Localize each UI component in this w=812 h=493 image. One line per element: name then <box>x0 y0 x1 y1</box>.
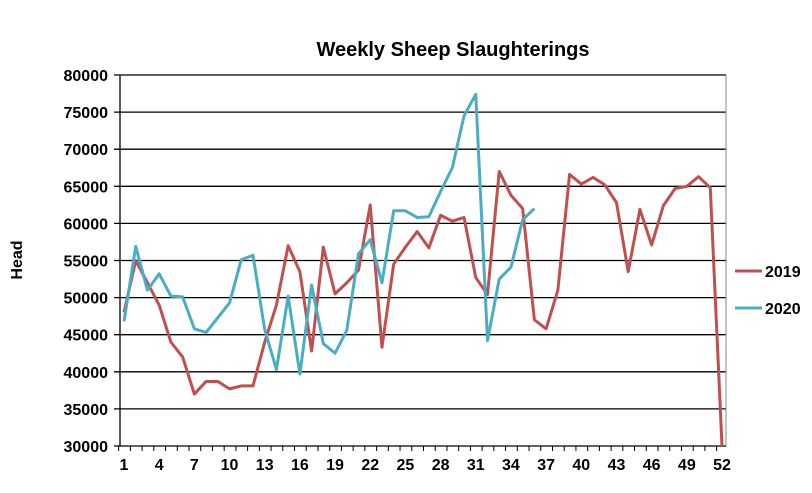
x-tick-label: 4 <box>155 457 164 474</box>
y-axis-label: Head <box>9 240 26 279</box>
series-line-2020 <box>122 92 536 376</box>
x-tick-label: 19 <box>326 457 344 474</box>
y-tick-label: 30000 <box>64 439 109 456</box>
x-tick-label: 37 <box>537 457 555 474</box>
y-tick-label: 75000 <box>64 105 109 122</box>
x-tick-label: 7 <box>190 457 199 474</box>
x-tick-label: 25 <box>397 457 415 474</box>
legend-label-2020: 2020 <box>765 301 801 318</box>
y-tick-label: 45000 <box>64 328 109 345</box>
x-tick-label: 43 <box>608 457 626 474</box>
x-tick-label: 34 <box>502 457 520 474</box>
x-tick-label: 10 <box>221 457 239 474</box>
y-tick-label: 60000 <box>64 216 109 233</box>
y-tick-label: 55000 <box>64 254 109 271</box>
x-tick-label: 40 <box>572 457 590 474</box>
x-tick-label: 31 <box>467 457 485 474</box>
y-tick-label: 80000 <box>64 68 109 85</box>
x-tick-label: 46 <box>643 457 661 474</box>
x-tick-label: 13 <box>256 457 274 474</box>
x-tick-label: 22 <box>361 457 379 474</box>
x-tick-label: 1 <box>120 457 129 474</box>
y-tick-label: 70000 <box>64 142 109 159</box>
chart-title: Weekly Sheep Slaughterings <box>316 39 589 61</box>
x-tick-label: 16 <box>291 457 309 474</box>
y-tick-label: 35000 <box>64 402 109 419</box>
y-tick-label: 40000 <box>64 365 109 382</box>
legend-label-2019: 2019 <box>765 264 801 281</box>
y-tick-label: 50000 <box>64 291 109 308</box>
y-tick-label: 65000 <box>64 179 109 196</box>
x-tick-label: 52 <box>713 457 731 474</box>
x-tick-label: 28 <box>432 457 450 474</box>
series-line-2019 <box>122 169 724 447</box>
x-tick-label: 49 <box>678 457 696 474</box>
